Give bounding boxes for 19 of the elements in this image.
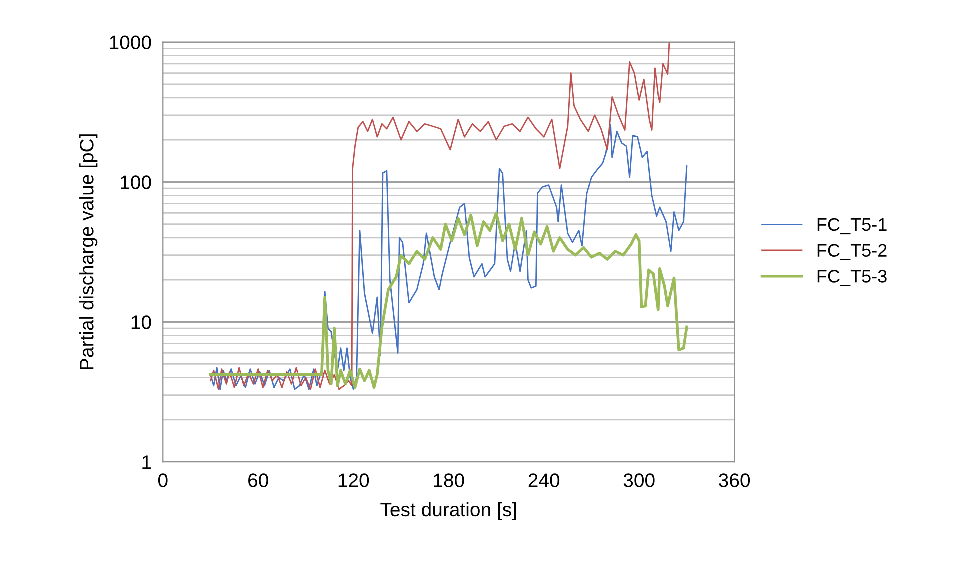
x-tick-label: 240 [528, 474, 560, 488]
y-tick-label: 1000 [110, 36, 152, 50]
y-tick-label: 1 [142, 456, 152, 470]
legend-label: FC_T5-2 [818, 244, 887, 260]
legend-label: FC_T5-1 [818, 218, 887, 235]
legend-label: FC_T5-3 [818, 270, 887, 286]
x-tick-label: 120 [338, 474, 370, 488]
line-series [210, 42, 670, 390]
y-tick-label: 10 [132, 316, 152, 330]
x-tick-label: 180 [434, 474, 464, 488]
x-tick-label: 300 [624, 474, 655, 488]
x-tick-label: 0 [158, 474, 168, 488]
line-series [209, 212, 688, 390]
x-tick-label: 60 [248, 474, 268, 488]
y-tick-label: 100 [121, 176, 152, 190]
line-series [210, 124, 688, 390]
y-axis-title: Partial discharge value [pC] [80, 134, 98, 370]
x-axis-title: Test duration [s] [380, 502, 516, 521]
x-tick-label: 360 [719, 474, 750, 488]
